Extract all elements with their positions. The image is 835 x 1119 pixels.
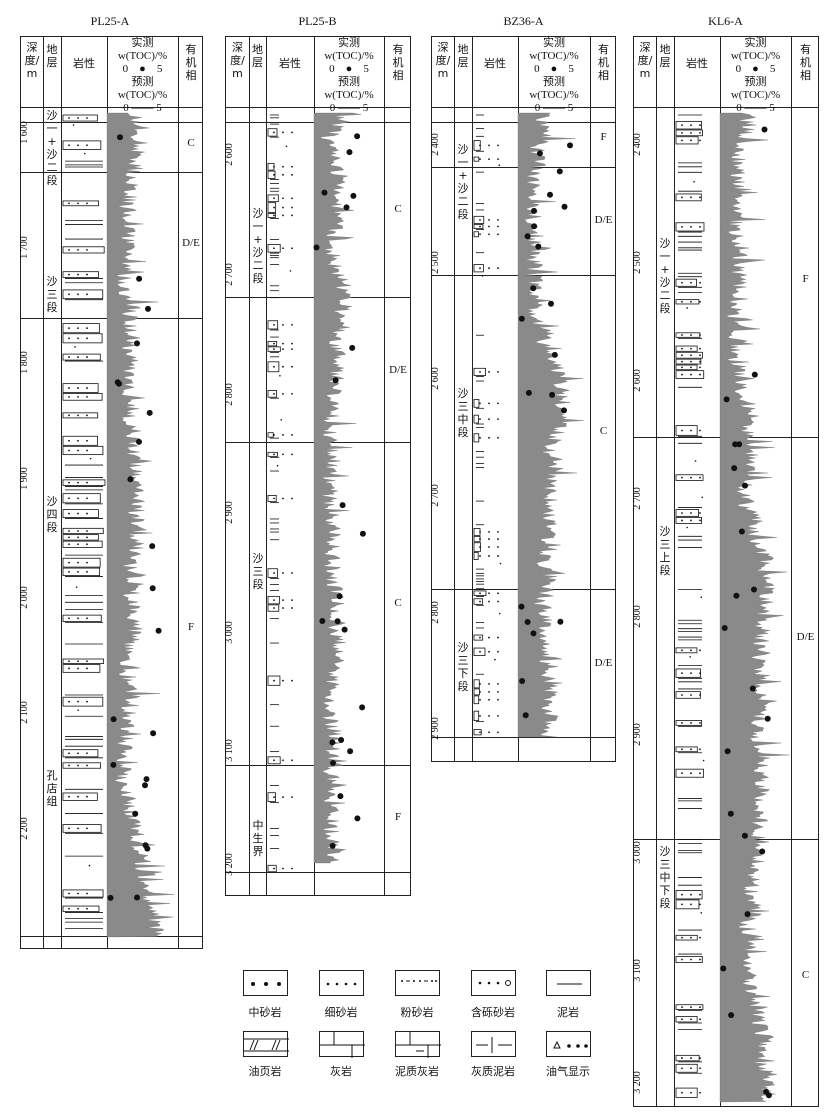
well-log-graphics: [675, 112, 790, 1103]
facies-header: 有 机 相: [185, 43, 197, 82]
legend-swatch-medium-sandstone: [243, 970, 288, 996]
well-log-graphics: [267, 112, 366, 873]
facies-label: C: [599, 425, 608, 437]
well-title: KL6-A: [708, 14, 743, 28]
facies-header: 有 机 相: [800, 43, 811, 82]
facies-label: F: [394, 811, 402, 823]
legend-label: 泥岩: [557, 1006, 579, 1019]
legend-label: 油页岩: [248, 1065, 282, 1078]
lithology-header: 岩性: [279, 57, 301, 70]
facies-label: C: [187, 137, 195, 149]
facies-label: C: [394, 203, 402, 215]
formation-label: 沙 三 中 下 段: [659, 845, 671, 910]
well-log-graphics: [62, 112, 175, 938]
toc-legend-header: 实测 w(TOC)/% 0 ● 5 预测 w(TOC)/% 0 —— 5: [730, 37, 781, 114]
well-log-graphics: [473, 112, 584, 738]
formation-label: 中 生 界: [252, 819, 264, 858]
strata-header: 地 层: [252, 43, 263, 69]
strata-header: 地 层: [659, 43, 671, 69]
facies-header: 有 机 相: [392, 43, 404, 82]
facies-label: F: [600, 131, 607, 143]
formation-label: 沙 三 中 段: [457, 387, 469, 439]
strata-header: 地 层: [46, 43, 58, 69]
legend-swatch-calcareous-mudstone: [471, 1031, 516, 1057]
legend-label: 含砾砂岩: [471, 1006, 515, 1019]
well-title: PL25-B: [298, 14, 337, 28]
well-frame: 深 度/ m 地 层 岩性 实测 w(TOC)/% 0 ● 5 预测 w(TOC)/…: [430, 36, 616, 762]
facies-label: D/E: [389, 364, 407, 376]
legend-swatch-argillaceous-limestone: [395, 1031, 441, 1058]
well-frame: 深 度/ m 地 层 岩性 实测 w(TOC)/% 0 ● 5 预测 w(TOC)/…: [632, 36, 819, 1107]
formation-label: 沙 一 + 沙 二 段: [457, 143, 469, 221]
facies-label: D/E: [182, 237, 200, 249]
well-frame: 深 度/ m 地 层 岩性 实测 w(TOC)/% 0 ● 5 预测 w(TOC)/…: [224, 36, 411, 896]
legend-label: 细砂岩: [324, 1006, 358, 1019]
facies-label: F: [802, 273, 809, 285]
depth-header: 深 度/ m: [637, 41, 653, 80]
well-frame: 深 度/ m 地 层 岩性 实测 w(TOC)/% 0 ● 5 预测 w(TOC)/…: [19, 36, 203, 949]
toc-legend-header: 实测 w(TOC)/% 0 ● 5 预测 w(TOC)/% 0 —— 5: [324, 37, 374, 114]
legend-swatch-pebbly-sandstone: [471, 970, 516, 996]
legend-label: 泥质灰岩: [395, 1065, 439, 1078]
toc-legend-header: 实测 w(TOC)/% 0 ● 5 预测 w(TOC)/% 0 —— 5: [117, 37, 168, 114]
legend-label: 油气显示: [546, 1065, 590, 1078]
legend-swatch-fine-sandstone: [319, 970, 364, 996]
facies-header: 有 机 相: [598, 43, 609, 82]
legend-label: 中砂岩: [248, 1006, 282, 1019]
legend-swatch-oil-shale: [243, 1031, 289, 1057]
formation-label: 沙 一 + 沙 二 段: [46, 109, 58, 187]
facies-label: C: [394, 597, 402, 609]
legend-label: 灰岩: [330, 1065, 352, 1078]
facies-label: D/E: [594, 657, 613, 669]
lithology-header: 岩性: [73, 57, 95, 70]
depth-header: 深 度/ m: [230, 41, 245, 80]
depth-header: 深 度/ m: [24, 41, 40, 80]
well-title: BZ36-A: [503, 14, 544, 28]
lithology-header: 岩性: [484, 57, 506, 70]
well-title: PL25-A: [90, 14, 130, 28]
strata-header: 地 层: [457, 43, 469, 69]
formation-label: 沙 三 段: [252, 552, 264, 591]
facies-label: C: [801, 969, 810, 981]
formation-label: 沙 三 段: [46, 275, 58, 314]
formation-label: 沙 三 上 段: [659, 525, 671, 577]
legend-swatch-siltstone: [395, 970, 440, 996]
legend-swatch-oil-gas-show: [546, 1031, 591, 1057]
legend-label: 粉砂岩: [400, 1006, 434, 1019]
legend-swatch-mudstone: [546, 970, 591, 996]
legend-label: 灰质泥岩: [471, 1065, 515, 1078]
facies-label: F: [187, 621, 195, 633]
toc-legend-header: 实测 w(TOC)/% 0 ● 5 预测 w(TOC)/% 0 —— 5: [529, 37, 579, 114]
legend-swatch-limestone: [319, 1031, 365, 1058]
depth-header: 深 度/ m: [435, 41, 451, 80]
formation-label: 沙 一 + 沙 二 段: [659, 237, 671, 315]
lithology-header: 岩性: [686, 57, 708, 70]
formation-label: 沙 四 段: [46, 495, 58, 534]
facies-label: D/E: [796, 631, 815, 643]
facies-label: D/E: [594, 214, 613, 226]
formation-label: 孔 店 组: [46, 769, 58, 808]
formation-label: 沙 一 + 沙 二 段: [252, 207, 264, 285]
formation-label: 沙 三 下 段: [457, 641, 469, 693]
